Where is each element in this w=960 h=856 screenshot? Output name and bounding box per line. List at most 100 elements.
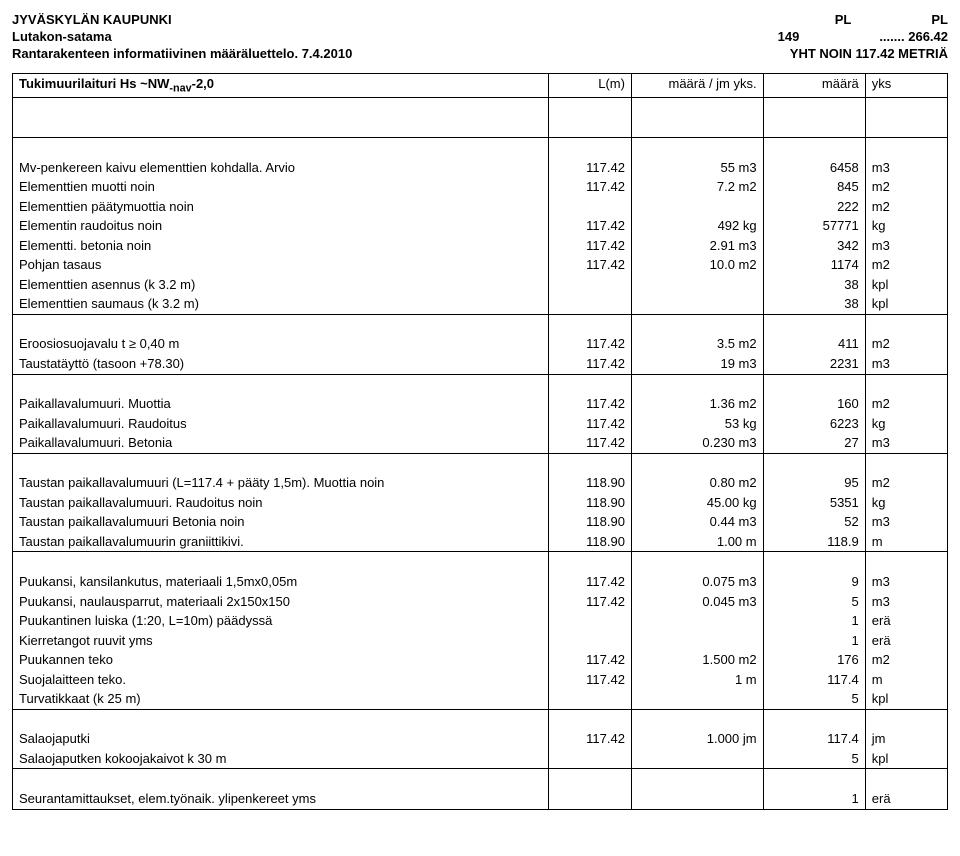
- row-qty: 19 m3: [631, 354, 763, 374]
- row-tot: 1: [763, 789, 865, 809]
- table-row: Elementtien saumaus (k 3.2 m)38kpl: [13, 294, 948, 314]
- row-unit: m2: [865, 177, 947, 197]
- table-row: Suojalaitteen teko.117.421 m117.4m: [13, 670, 948, 690]
- row-desc: Puukansi, naulausparrut, materiaali 2x15…: [13, 592, 549, 612]
- row-lm: [549, 275, 632, 295]
- row-lm: 117.42: [549, 572, 632, 592]
- header-sub: Lutakon-satama: [12, 29, 112, 46]
- table-row: Taustan paikallavalumuuri Betonia noin11…: [13, 512, 948, 532]
- row-desc: Turvatikkaat (k 25 m): [13, 689, 549, 709]
- row-lm: 117.42: [549, 216, 632, 236]
- header-pl1-val: 149: [778, 29, 800, 46]
- row-lm: 117.42: [549, 334, 632, 354]
- row-tot: 95: [763, 473, 865, 493]
- row-qty: [631, 294, 763, 314]
- row-lm: 117.42: [549, 433, 632, 453]
- row-tot: 5: [763, 749, 865, 769]
- row-unit: kpl: [865, 275, 947, 295]
- row-qty: [631, 749, 763, 769]
- row-unit: erä: [865, 631, 947, 651]
- row-tot: 2231: [763, 354, 865, 374]
- row-unit: m2: [865, 197, 947, 217]
- row-tot: 57771: [763, 216, 865, 236]
- row-lm: [549, 749, 632, 769]
- row-qty: [631, 631, 763, 651]
- table-row: Elementin raudoitus noin117.42492 kg5777…: [13, 216, 948, 236]
- row-qty: [631, 275, 763, 295]
- table-row: Paikallavalumuuri. Raudoitus117.4253 kg6…: [13, 414, 948, 434]
- row-desc: Elementti. betonia noin: [13, 236, 549, 256]
- row-lm: 117.42: [549, 158, 632, 178]
- row-lm: 118.90: [549, 473, 632, 493]
- header-desc: Rantarakenteen informatiivinen määräluet…: [12, 46, 352, 63]
- row-qty: [631, 689, 763, 709]
- row-lm: 117.42: [549, 394, 632, 414]
- row-unit: m: [865, 670, 947, 690]
- row-unit: kpl: [865, 294, 947, 314]
- table-row: Elementti. betonia noin117.422.91 m3342m…: [13, 236, 948, 256]
- row-lm: [549, 294, 632, 314]
- row-unit: m3: [865, 433, 947, 453]
- row-qty: 0.80 m2: [631, 473, 763, 493]
- row-tot: 38: [763, 275, 865, 295]
- row-qty: 1.36 m2: [631, 394, 763, 414]
- row-desc: Taustan paikallavalumuurin graniittikivi…: [13, 532, 549, 552]
- header-pl2-val: 266.42: [908, 29, 948, 44]
- table-row: Puukansi, naulausparrut, materiaali 2x15…: [13, 592, 948, 612]
- row-desc: Elementtien muotti noin: [13, 177, 549, 197]
- table-row: Pohjan tasaus117.4210.0 m21174m2: [13, 255, 948, 275]
- row-qty: [631, 611, 763, 631]
- col-lm: L(m): [549, 73, 632, 97]
- row-desc: Taustan paikallavalumuuri Betonia noin: [13, 512, 549, 532]
- row-desc: Taustan paikallavalumuuri. Raudoitus noi…: [13, 493, 549, 513]
- row-desc: Elementtien päätymuottia noin: [13, 197, 549, 217]
- table-row: Puukansi, kansilankutus, materiaali 1,5m…: [13, 572, 948, 592]
- row-qty: 1.000 jm: [631, 729, 763, 749]
- row-desc: Puukansi, kansilankutus, materiaali 1,5m…: [13, 572, 549, 592]
- row-lm: 118.90: [549, 532, 632, 552]
- row-tot: 6223: [763, 414, 865, 434]
- row-lm: 117.42: [549, 255, 632, 275]
- row-desc: Pohjan tasaus: [13, 255, 549, 275]
- header-sep: .......: [879, 29, 904, 44]
- row-unit: m2: [865, 650, 947, 670]
- row-lm: 117.42: [549, 354, 632, 374]
- row-unit: m3: [865, 236, 947, 256]
- table-row: Taustan paikallavalumuuri. Raudoitus noi…: [13, 493, 948, 513]
- row-qty: 1.500 m2: [631, 650, 763, 670]
- row-lm: 117.42: [549, 236, 632, 256]
- row-desc: Elementtien saumaus (k 3.2 m): [13, 294, 549, 314]
- table-row: Taustan paikallavalumuuri (L=117.4 + pää…: [13, 473, 948, 493]
- row-qty: 0.230 m3: [631, 433, 763, 453]
- row-lm: 117.42: [549, 414, 632, 434]
- row-qty: 55 m3: [631, 158, 763, 178]
- table-row: Paikallavalumuuri. Muottia117.421.36 m21…: [13, 394, 948, 414]
- col-unit: yks: [865, 73, 947, 97]
- row-qty: 45.00 kg: [631, 493, 763, 513]
- row-unit: m3: [865, 512, 947, 532]
- row-desc: Elementtien asennus (k 3.2 m): [13, 275, 549, 295]
- table-row: Elementtien muotti noin117.427.2 m2845m2: [13, 177, 948, 197]
- row-unit: m3: [865, 158, 947, 178]
- table-row: Puukannen teko117.421.500 m2176m2: [13, 650, 948, 670]
- row-lm: 117.42: [549, 670, 632, 690]
- row-tot: 1174: [763, 255, 865, 275]
- row-tot: 52: [763, 512, 865, 532]
- row-desc: Puukantinen luiska (1:20, L=10m) päädyss…: [13, 611, 549, 631]
- row-desc: Paikallavalumuuri. Muottia: [13, 394, 549, 414]
- row-tot: 1: [763, 631, 865, 651]
- row-unit: m2: [865, 255, 947, 275]
- row-tot: 117.4: [763, 670, 865, 690]
- header-pl2-label: PL: [931, 12, 948, 29]
- row-tot: 117.4: [763, 729, 865, 749]
- row-lm: [549, 689, 632, 709]
- row-qty: 1 m: [631, 670, 763, 690]
- row-desc: Elementin raudoitus noin: [13, 216, 549, 236]
- table-row: Taustan paikallavalumuurin graniittikivi…: [13, 532, 948, 552]
- table-row: Kierretangot ruuvit yms1erä: [13, 631, 948, 651]
- table-row: Taustatäyttö (tasoon +78.30)117.4219 m32…: [13, 354, 948, 374]
- row-tot: 160: [763, 394, 865, 414]
- row-desc: Taustan paikallavalumuuri (L=117.4 + pää…: [13, 473, 549, 493]
- row-unit: kpl: [865, 749, 947, 769]
- col-tot: määrä: [763, 73, 865, 97]
